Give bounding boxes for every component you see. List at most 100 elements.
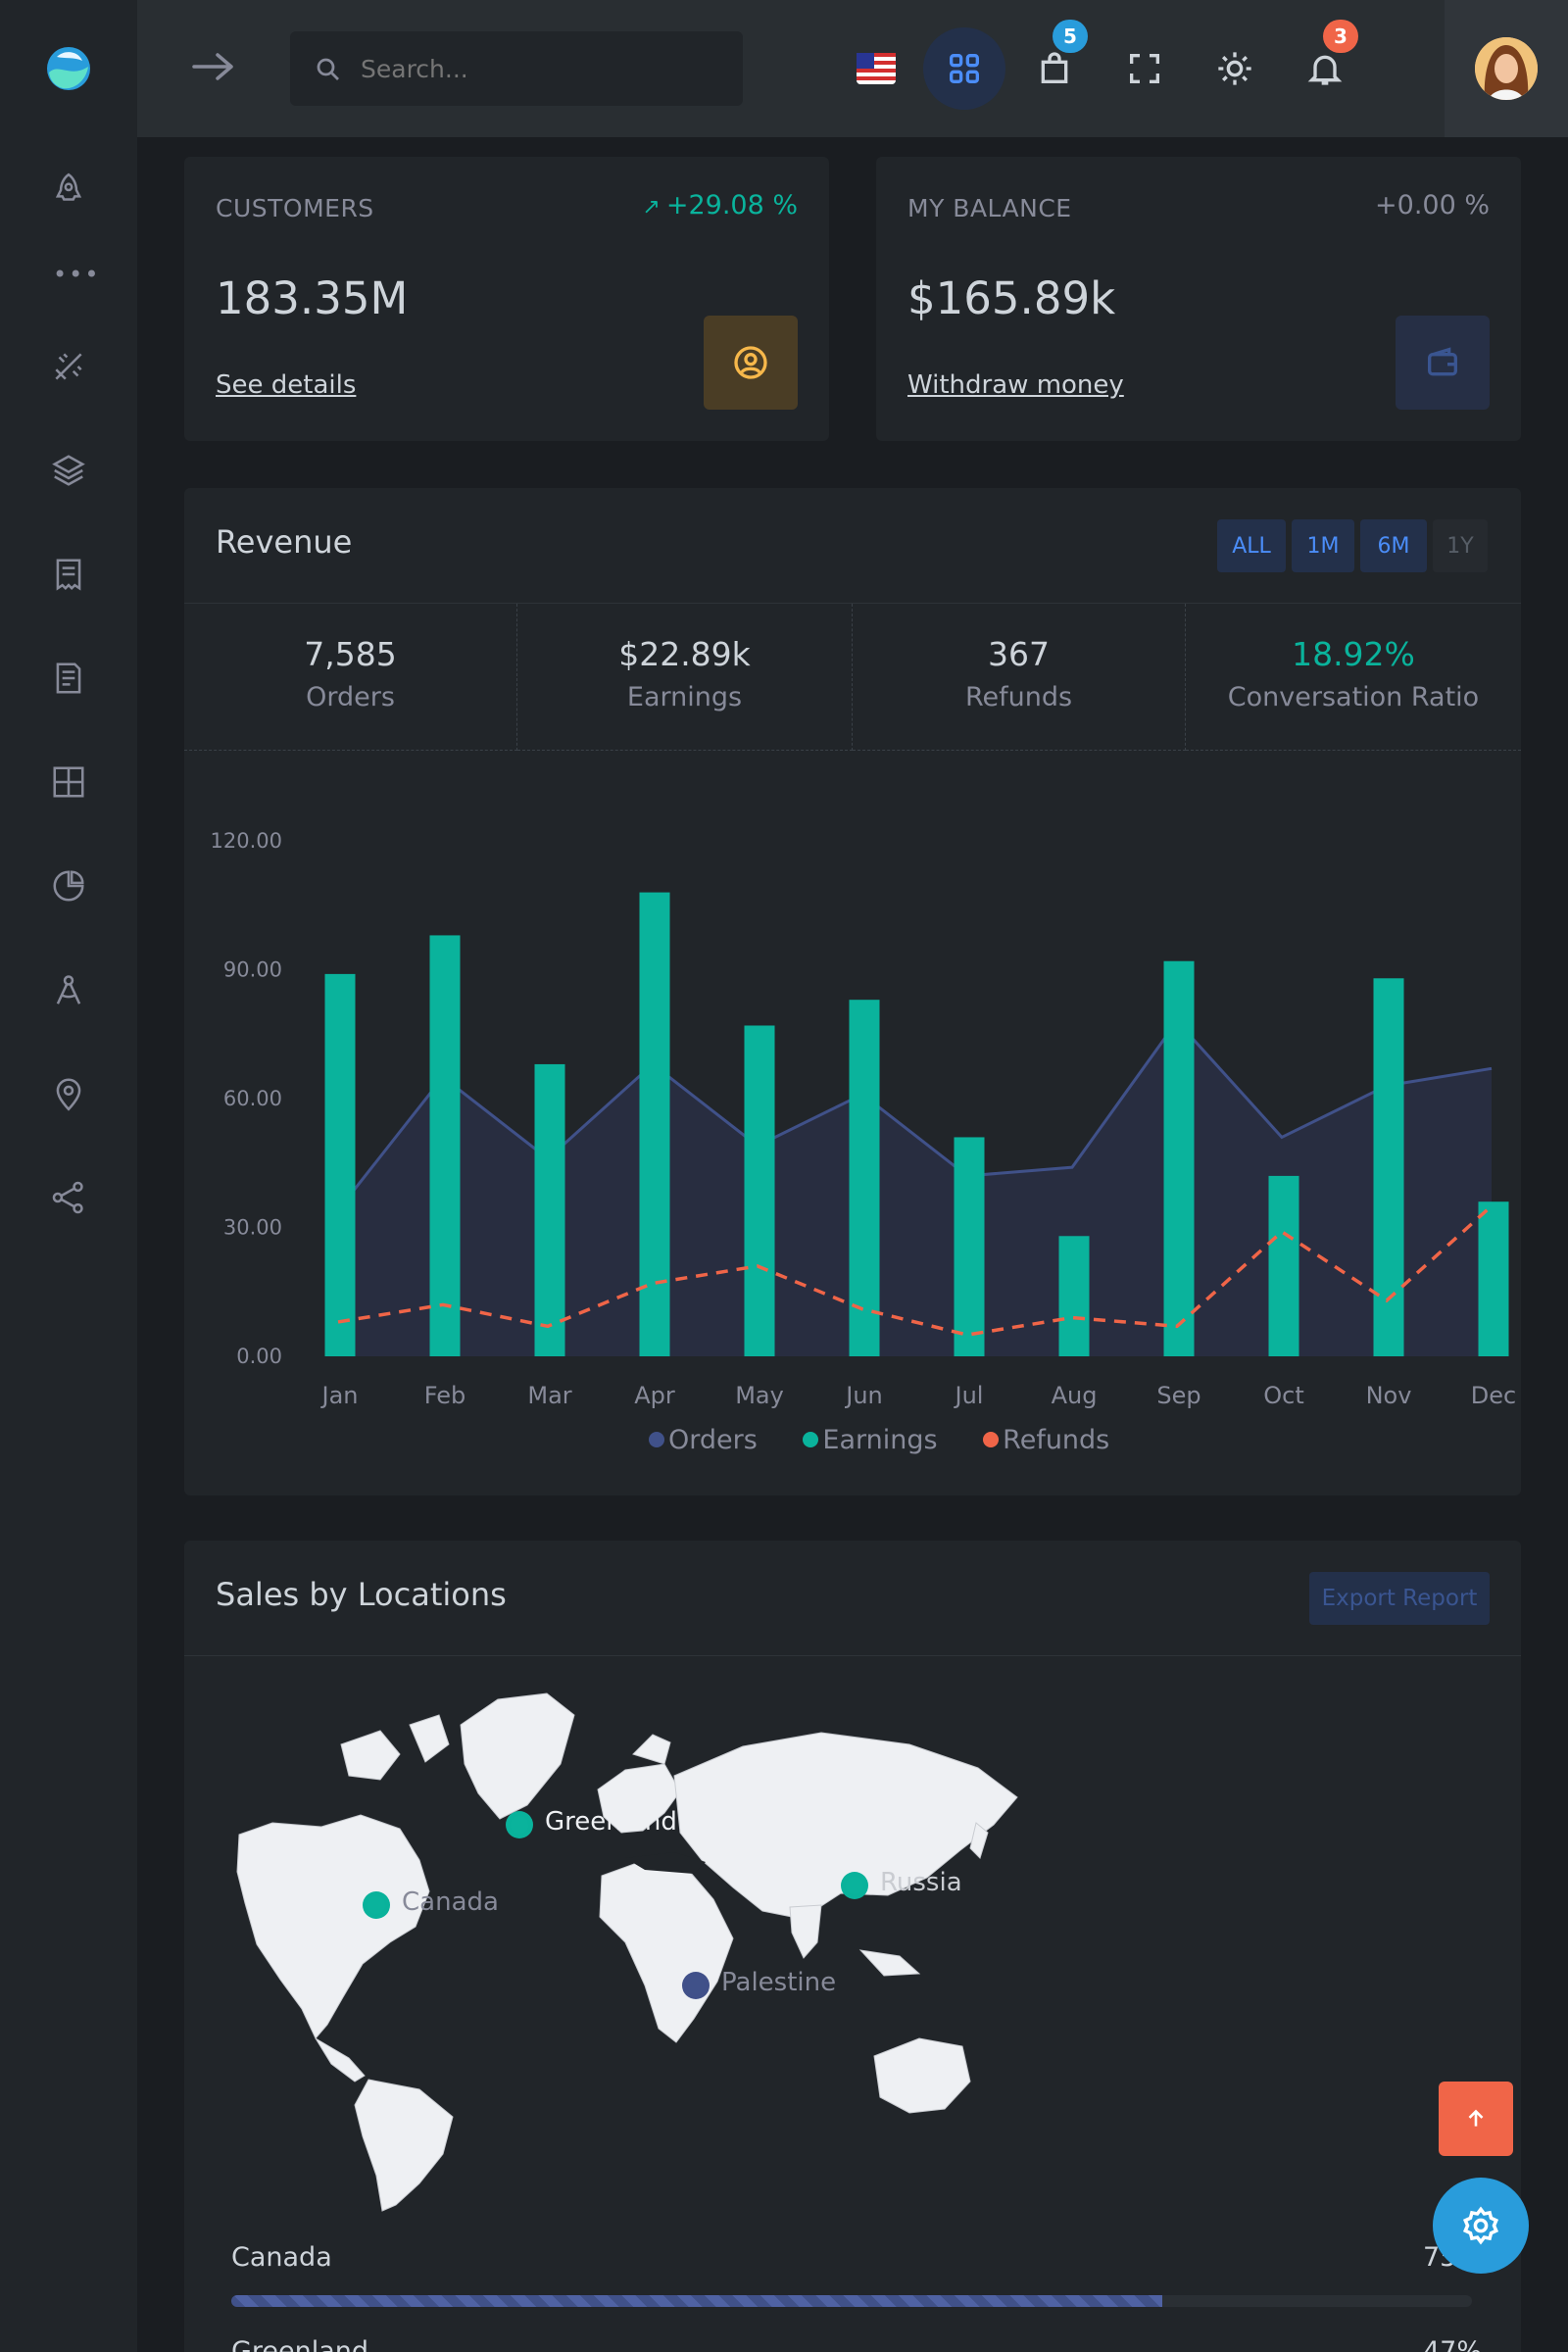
x-tick-label: Jun bbox=[844, 1382, 883, 1409]
x-tick-label: Jan bbox=[320, 1382, 359, 1409]
export-report-button[interactable]: Export Report bbox=[1309, 1572, 1490, 1625]
earnings-bar bbox=[744, 1025, 775, 1356]
balance-value: $165.89k bbox=[907, 272, 1116, 324]
stat-value: $22.89k bbox=[618, 635, 751, 673]
user-menu[interactable] bbox=[1445, 0, 1568, 137]
earnings-bar bbox=[534, 1063, 565, 1356]
stat-conversion: 18.92% Conversation Ratio bbox=[1186, 604, 1521, 751]
search-box bbox=[290, 31, 743, 106]
stat-label: Earnings bbox=[626, 682, 743, 712]
range-1y-button[interactable]: 1Y bbox=[1433, 519, 1488, 572]
customers-card: CUSTOMERS ↗ +29.08 % 183.35M See details bbox=[184, 157, 829, 441]
range-all-button[interactable]: ALL bbox=[1217, 519, 1286, 572]
x-tick-label: Sep bbox=[1156, 1382, 1200, 1409]
marker-label-greenland: Greenland bbox=[545, 1807, 677, 1837]
balance-title: MY BALANCE bbox=[907, 194, 1072, 222]
legend-refunds[interactable]: Refunds bbox=[983, 1425, 1109, 1455]
language-flag-button[interactable] bbox=[835, 27, 917, 110]
fullscreen-icon bbox=[1130, 54, 1159, 83]
marker-canada[interactable] bbox=[363, 1891, 390, 1919]
cart-badge: 5 bbox=[1053, 20, 1088, 53]
earnings-bar bbox=[849, 1000, 880, 1356]
customers-value: 183.35M bbox=[216, 272, 409, 324]
location-pct-greenland: 47% bbox=[1422, 2336, 1482, 2352]
document-icon[interactable] bbox=[49, 659, 88, 698]
cart-button[interactable]: 5 bbox=[1013, 20, 1096, 110]
apps-grid-icon bbox=[950, 54, 979, 84]
marker-label-palestine: Palestine bbox=[721, 1968, 837, 1997]
scroll-to-top-button[interactable] bbox=[1439, 2082, 1513, 2156]
earnings-bar bbox=[1478, 1201, 1509, 1356]
marker-palestine[interactable] bbox=[682, 1972, 710, 1999]
orders-line bbox=[336, 1018, 1493, 1211]
marker-russia[interactable] bbox=[841, 1872, 868, 1899]
stat-label: Refunds bbox=[964, 682, 1073, 712]
world-map[interactable] bbox=[233, 1686, 1056, 2215]
balance-icon-box bbox=[1396, 316, 1490, 410]
stat-refunds: 367 Refunds bbox=[853, 604, 1186, 751]
chart-legend: Orders Earnings Refunds bbox=[649, 1425, 1109, 1455]
stat-orders: 7,585 Orders bbox=[184, 604, 517, 751]
arrow-up-right-icon: ↗ bbox=[642, 195, 661, 220]
grid-icon[interactable] bbox=[49, 762, 88, 802]
earnings-bar bbox=[429, 935, 461, 1356]
notification-badge: 3 bbox=[1323, 20, 1358, 53]
receipt-icon[interactable] bbox=[49, 555, 88, 594]
x-tick-label: Nov bbox=[1366, 1382, 1412, 1409]
marker-label-russia: Russia bbox=[880, 1868, 962, 1897]
revenue-chart: 0.00 30.00 60.00 90.00 120.00 Jan Feb Mar Apr May… bbox=[211, 829, 1517, 1409]
stat-earnings: $22.89k Earnings bbox=[517, 604, 853, 751]
gear-icon bbox=[1462, 2206, 1499, 2245]
revenue-card: Revenue ALL 1M 6M 1Y 7,585 Orders $22.89… bbox=[184, 488, 1521, 1495]
balance-change: +0.00 % bbox=[1375, 190, 1490, 220]
layers-icon[interactable] bbox=[49, 451, 88, 490]
location-name-canada: Canada bbox=[231, 2242, 332, 2273]
tools-icon[interactable] bbox=[49, 347, 88, 386]
bell-icon bbox=[1307, 55, 1343, 85]
logo-icon[interactable] bbox=[45, 45, 92, 92]
map-pin-icon[interactable] bbox=[49, 1074, 88, 1113]
theme-settings-button[interactable] bbox=[1433, 2178, 1529, 2274]
stat-value: 7,585 bbox=[304, 635, 397, 673]
range-1m-button[interactable]: 1M bbox=[1292, 519, 1354, 572]
stat-value: 367 bbox=[988, 635, 1050, 673]
search-icon bbox=[317, 58, 339, 80]
arrow-up-icon bbox=[1468, 2109, 1484, 2127]
menu-toggle-icon[interactable] bbox=[190, 47, 237, 86]
revenue-title: Revenue bbox=[216, 523, 353, 561]
y-tick-label: 30.00 bbox=[223, 1216, 282, 1240]
x-tick-label: Oct bbox=[1263, 1382, 1304, 1409]
share-icon[interactable] bbox=[49, 1178, 88, 1217]
y-tick-label: 0.00 bbox=[236, 1345, 282, 1368]
x-tick-label: Apr bbox=[634, 1382, 675, 1409]
earnings-bar bbox=[639, 892, 670, 1356]
stat-value: 18.92% bbox=[1292, 635, 1415, 673]
earnings-bar bbox=[1163, 960, 1195, 1356]
shopping-bag-icon bbox=[1041, 52, 1068, 83]
see-details-link[interactable]: See details bbox=[216, 370, 357, 400]
withdraw-money-link[interactable]: Withdraw money bbox=[907, 370, 1124, 400]
legend-orders[interactable]: Orders bbox=[649, 1425, 758, 1455]
wallet-icon bbox=[1428, 347, 1457, 376]
notifications-button[interactable]: 3 bbox=[1284, 20, 1366, 110]
stat-label: Orders bbox=[306, 682, 395, 712]
pie-chart-icon[interactable] bbox=[49, 866, 88, 906]
marker-greenland[interactable] bbox=[506, 1811, 533, 1838]
fullscreen-button[interactable] bbox=[1103, 27, 1186, 110]
rocket-icon[interactable] bbox=[49, 171, 88, 210]
customers-change: ↗ +29.08 % bbox=[642, 190, 798, 220]
earnings-bar bbox=[324, 973, 356, 1356]
legend-earnings[interactable]: Earnings bbox=[803, 1425, 938, 1455]
compass-icon[interactable] bbox=[49, 970, 88, 1009]
marker-label-canada: Canada bbox=[402, 1887, 499, 1917]
us-flag-icon bbox=[857, 53, 896, 84]
range-6m-button[interactable]: 6M bbox=[1360, 519, 1427, 572]
x-tick-label: May bbox=[735, 1382, 784, 1409]
apps-button[interactable] bbox=[923, 27, 1005, 110]
sales-header: Sales by Locations Export Report bbox=[184, 1541, 1521, 1656]
user-circle-icon bbox=[734, 346, 767, 379]
stat-label: Conversation Ratio bbox=[1227, 682, 1480, 712]
search-input[interactable] bbox=[361, 31, 723, 106]
theme-toggle-button[interactable] bbox=[1194, 27, 1276, 110]
sidebar: ••• bbox=[0, 0, 137, 2352]
